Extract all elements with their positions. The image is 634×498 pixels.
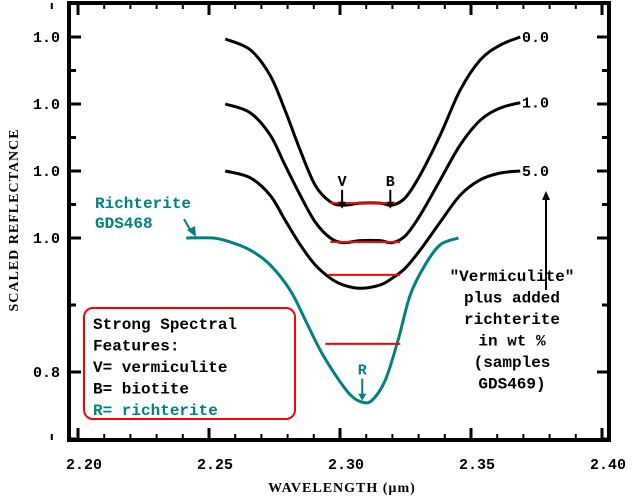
legend-item: R= richterite: [93, 402, 218, 420]
series-label: 1.0: [522, 96, 549, 113]
x-axis-title: WAVELENGTH (µm): [268, 481, 416, 496]
vermiculite-note-line: plus added: [464, 290, 560, 308]
x-tick-label: 2.30: [328, 457, 364, 474]
legend-item: B= biotite: [93, 381, 189, 399]
vermiculite-note-line: (samples: [474, 354, 551, 372]
vermiculite-note-line: in wt %: [478, 333, 546, 351]
legend-item: V= vermiculite: [93, 359, 227, 377]
y-tick-label: 0.8: [33, 365, 60, 382]
x-tick-label: 2.20: [66, 457, 102, 474]
legend-title: Features:: [93, 338, 179, 356]
y-tick-label: 1.0: [33, 231, 60, 248]
feature-label-richterite: R: [358, 363, 367, 380]
series-line-1: [224, 101, 521, 245]
y-tick-label: 1.0: [33, 97, 60, 114]
series-line-2: [224, 169, 521, 290]
feature-arrow-biotite-head: [386, 201, 395, 209]
vermiculite-note-line: "Vermiculite": [450, 268, 575, 286]
x-tick-label: 2.35: [459, 457, 495, 474]
richterite-pointer-arrow-head: [187, 226, 196, 237]
y-tick-label: 1.0: [33, 30, 60, 47]
vermiculite-note-line: richterite: [464, 311, 560, 329]
feature-label-biotite: B: [386, 174, 395, 191]
series-line-3: [186, 236, 459, 405]
y-axis-title: SCALED REFLECTANCE: [7, 128, 22, 311]
feature-label-vermiculite: V: [338, 174, 347, 191]
feature-arrow-richterite-head: [358, 393, 367, 401]
x-tick-label: 2.40: [590, 457, 626, 474]
legend-box: [83, 307, 296, 420]
legend-title: Strong Spectral: [93, 316, 237, 334]
x-tick-label: 2.25: [197, 457, 233, 474]
series-label: 0.0: [522, 30, 549, 47]
feature-arrow-vermiculite-head: [338, 201, 347, 209]
series-line-0: [224, 35, 521, 207]
richterite-sample-label: Richterite: [95, 195, 191, 213]
note-arrow-head: [542, 191, 550, 200]
series-label: 5.0: [522, 164, 549, 181]
richterite-sample-label: GDS468: [95, 215, 153, 233]
vermiculite-note-line: GDS469): [478, 376, 545, 394]
y-tick-label: 1.0: [33, 164, 60, 181]
